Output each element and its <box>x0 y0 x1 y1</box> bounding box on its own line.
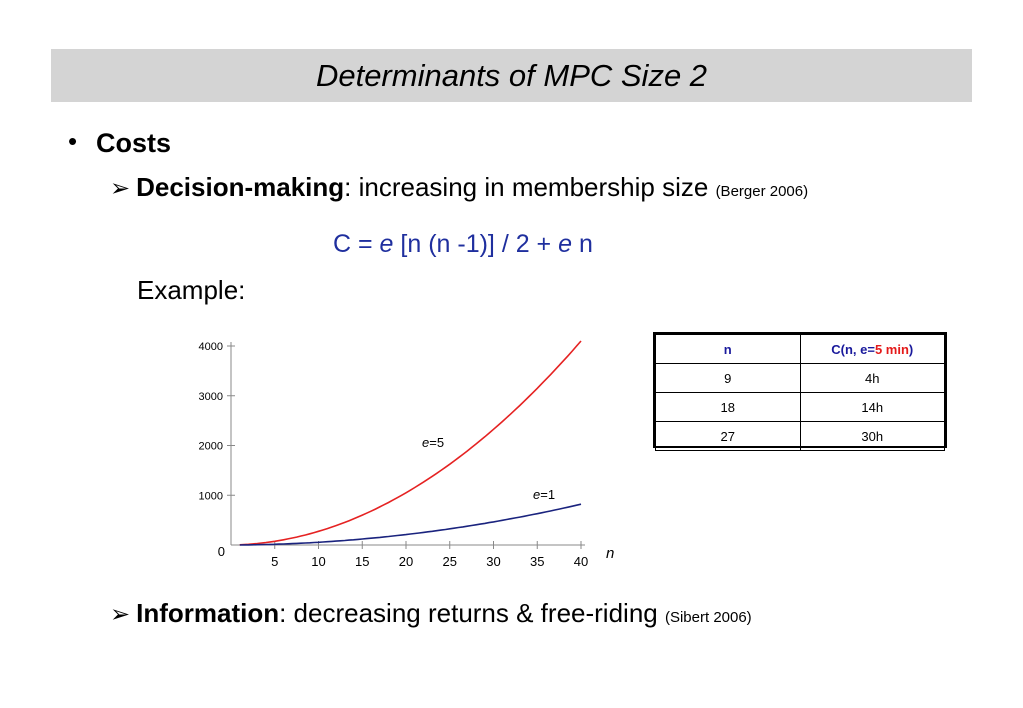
bullet-dot: • <box>68 126 78 156</box>
table-cell-c: 4h <box>799 363 945 393</box>
y-tick-label: 0 <box>218 544 225 559</box>
series-line-e-5 <box>239 340 582 546</box>
table-header-c: C(n, e=5 min) <box>799 334 945 364</box>
x-tick-label: 35 <box>530 554 544 569</box>
x-tick-label: 30 <box>486 554 500 569</box>
x-tick-label: 5 <box>271 554 278 569</box>
series-label: e=1 <box>533 487 555 502</box>
y-tick-label: 2000 <box>199 441 223 453</box>
series-label: e=5 <box>422 435 444 450</box>
decision-citation: (Berger 2006) <box>715 183 809 200</box>
information-citation: (Sibert 2006) <box>664 609 752 626</box>
table-cell-n: 18 <box>655 392 801 422</box>
x-tick-label: 40 <box>574 554 588 569</box>
x-tick-label: 20 <box>399 554 413 569</box>
information-text: : decreasing returns & free-riding <box>279 598 665 628</box>
table-row: 9 4h <box>655 363 945 393</box>
series-line-e-1 <box>239 503 582 546</box>
table-header-n: n <box>655 334 801 364</box>
chart-series <box>239 340 582 546</box>
table-row: 27 30h <box>655 421 945 451</box>
table-row: 18 14h <box>655 392 945 422</box>
formula-part: n <box>572 230 593 258</box>
formula-e: e <box>558 230 573 258</box>
formula-part: [n (n -1)] / 2 + <box>393 230 559 258</box>
x-tick-label: 15 <box>355 554 369 569</box>
decision-label: Decision-making <box>136 172 345 202</box>
cost-table: n C(n, e=5 min) 9 4h 18 14h 27 30h <box>655 334 945 451</box>
header-c-suffix: ) <box>908 341 914 357</box>
table-cell-c: 14h <box>799 392 945 422</box>
table-cell-n: 27 <box>655 421 801 451</box>
table-cell-n: 9 <box>655 363 801 393</box>
decision-making-line: ➢ Decision-making: increasing in membersh… <box>110 172 808 203</box>
slide-title: Determinants of MPC Size 2 <box>315 58 708 93</box>
example-label: Example: <box>137 275 246 305</box>
chart-labels: n e=5 e=1 <box>422 435 614 562</box>
cost-formula: C = e [n (n -1)] / 2 + e n <box>333 230 593 259</box>
table-cell-c: 30h <box>799 421 945 451</box>
y-tick-label: 3000 <box>199 391 223 403</box>
header-c-prefix: C(n, e= <box>831 341 875 357</box>
chart-axes <box>230 342 585 546</box>
y-tick-label: 1000 <box>199 490 223 502</box>
x-axis-label: n <box>606 545 614 562</box>
table-header-row: n C(n, e=5 min) <box>655 334 945 364</box>
decision-text: : increasing in membership size <box>344 172 716 202</box>
y-tick-label: 4000 <box>199 341 223 353</box>
formula-part: C = <box>333 230 380 258</box>
x-tick-label: 10 <box>311 554 325 569</box>
x-tick-label: 25 <box>443 554 457 569</box>
header-c-red: 5 min <box>874 341 909 357</box>
information-line: ➢ Information: decreasing returns & free-… <box>110 598 752 629</box>
information-label: Information <box>136 598 280 628</box>
arrow-icon: ➢ <box>110 601 131 628</box>
chart-ticks: 0 1000 2000 3000 4000 5 10 15 20 25 30 35 40 <box>199 341 589 569</box>
title-bar: Determinants of MPC Size 2 <box>51 49 972 102</box>
heading-costs: Costs <box>96 128 172 158</box>
arrow-icon: ➢ <box>110 175 131 202</box>
formula-e: e <box>379 230 394 258</box>
